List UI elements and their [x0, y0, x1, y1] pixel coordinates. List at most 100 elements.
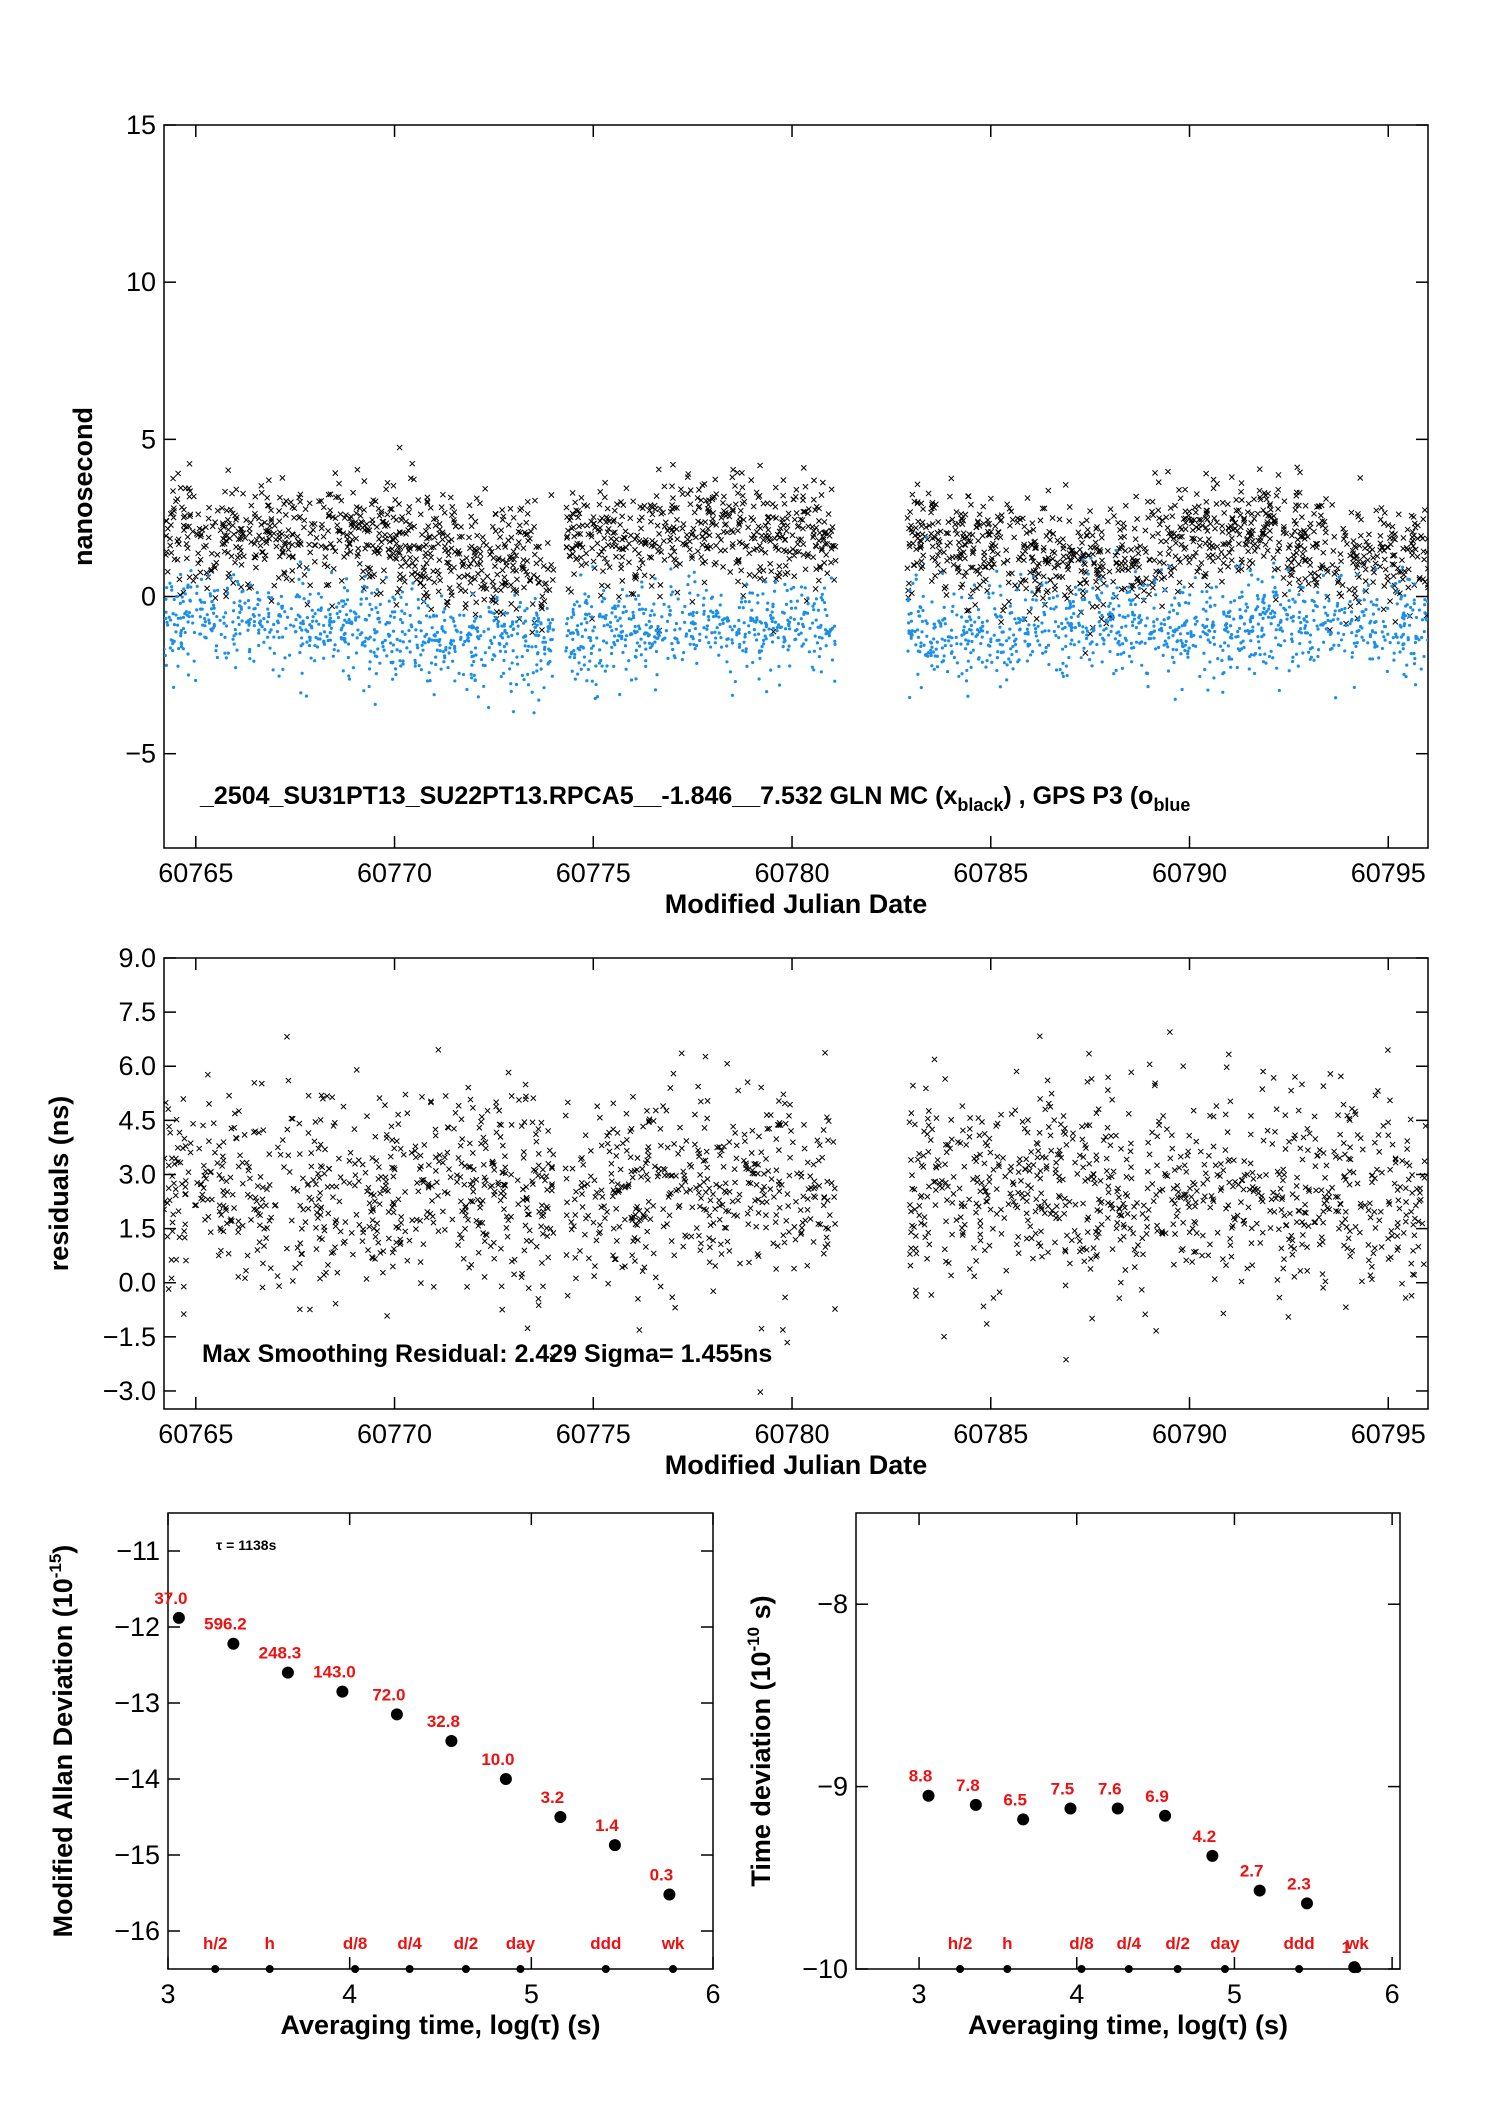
data-point-o — [725, 644, 729, 648]
data-point-o — [1034, 630, 1038, 634]
data-point-o — [232, 601, 236, 605]
data-point-x — [1159, 603, 1166, 610]
annotation-sub2: blue — [1153, 795, 1190, 815]
data-point-o — [959, 642, 963, 646]
data-point-x — [316, 498, 322, 505]
data-point-x — [1291, 528, 1298, 535]
data-point-o — [477, 637, 481, 641]
data-point-o — [346, 655, 350, 660]
data-point-o — [511, 710, 516, 714]
data-point-x — [467, 579, 474, 586]
data-point-x — [1295, 576, 1302, 583]
data-point-o — [545, 606, 549, 611]
data-point-o — [195, 608, 199, 612]
data-point-o — [993, 607, 997, 611]
data-point-o — [313, 659, 317, 663]
data-point-o — [541, 640, 545, 644]
data-point-o — [770, 610, 774, 614]
data-point-o — [229, 576, 233, 580]
data-point-o — [1336, 631, 1340, 635]
data-point-o — [1044, 650, 1048, 654]
data-point-o — [252, 620, 257, 624]
data-point-o — [1238, 564, 1242, 568]
data-point-x — [208, 568, 214, 574]
data-point-x — [773, 576, 780, 583]
data-point-o — [739, 600, 744, 604]
data-point-x — [397, 1239, 404, 1246]
data-point-o — [417, 620, 421, 624]
data-point-x — [1228, 535, 1235, 542]
data-point-o — [1073, 585, 1078, 589]
data-point-o — [1368, 657, 1372, 661]
data-point-x — [1290, 552, 1297, 558]
data-point-x — [613, 553, 620, 560]
data-point-x — [805, 550, 811, 557]
data-point-o — [506, 635, 510, 639]
data-point-x — [529, 1119, 536, 1126]
data-point-o — [238, 632, 242, 636]
data-point-x — [421, 593, 428, 599]
data-point-o — [391, 595, 395, 599]
data-point-o — [407, 628, 411, 633]
data-point-o — [643, 641, 647, 645]
data-point-o — [1350, 631, 1354, 635]
data-point-o — [1222, 612, 1226, 616]
data-point-x — [403, 518, 409, 525]
data-point-x — [1248, 510, 1255, 517]
data-point-x — [805, 523, 812, 530]
data-point-o — [969, 618, 973, 622]
data-point-x — [273, 536, 279, 543]
data-point-o — [300, 671, 304, 675]
data-point-o — [326, 638, 330, 643]
data-point-o — [744, 650, 748, 654]
data-point-x — [1095, 571, 1102, 578]
data-point-o — [669, 567, 673, 571]
data-point-x — [1079, 539, 1085, 546]
data-point-o — [1249, 653, 1253, 657]
data-point-o — [1030, 649, 1035, 654]
data-point-o — [1242, 645, 1246, 650]
data-point-x — [828, 527, 835, 534]
data-point-o — [550, 674, 554, 678]
data-point-x — [764, 514, 771, 521]
data-point-x — [258, 1080, 265, 1087]
data-point-x — [636, 517, 643, 524]
data-point-x — [352, 1172, 359, 1179]
data-point-o — [226, 651, 230, 655]
data-point-o — [644, 623, 648, 627]
data-point-x — [477, 550, 484, 557]
data-point-o — [1098, 624, 1102, 628]
data-point-x — [402, 1228, 409, 1235]
data-point-o — [624, 609, 628, 613]
data-point-o — [1060, 621, 1064, 626]
data-point-x — [634, 532, 641, 539]
data-point-x — [200, 1185, 207, 1191]
data-point-x — [473, 599, 480, 606]
data-point-o — [738, 642, 742, 647]
data-point-x — [974, 568, 981, 575]
data-point-x — [414, 1179, 421, 1186]
data-point-o — [985, 619, 989, 623]
data-point-o — [465, 687, 469, 692]
data-point-o — [1081, 598, 1085, 602]
data-point-x — [684, 536, 691, 543]
data-point-o — [1108, 601, 1112, 606]
data-point-x — [719, 511, 726, 518]
data-point-x — [605, 525, 612, 532]
data-point-x — [389, 1249, 396, 1256]
data-point-o — [1392, 658, 1396, 662]
data-point-o — [476, 629, 480, 633]
data-point-x — [524, 498, 531, 505]
data-point-o — [1144, 624, 1148, 628]
data-point-x — [949, 516, 956, 523]
data-point-o — [1357, 616, 1361, 620]
data-point-o — [427, 670, 431, 675]
data-point-o — [1110, 613, 1114, 617]
data-point-o — [949, 651, 954, 655]
data-point-o — [1074, 592, 1078, 597]
data-point-x — [1266, 502, 1273, 509]
data-point-o — [796, 622, 801, 626]
data-point-x — [1028, 554, 1035, 561]
data-point-o — [943, 638, 947, 643]
data-point-o — [1296, 664, 1300, 668]
